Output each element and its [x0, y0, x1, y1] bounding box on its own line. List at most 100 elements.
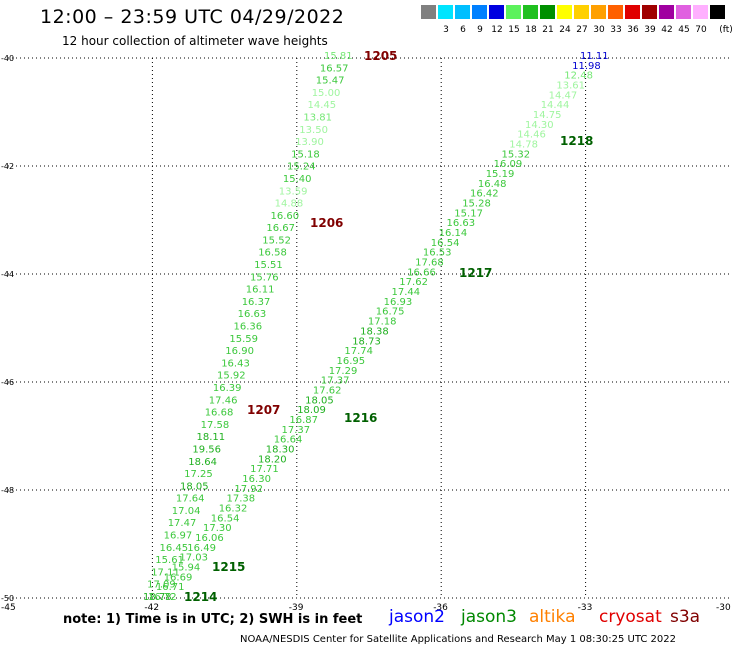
swh-value: 17.03 — [179, 553, 208, 564]
swh-value: 14.44 — [541, 100, 570, 111]
swh-value: 18.38 — [360, 326, 389, 337]
swh-value: 16.57 — [320, 63, 349, 74]
swh-value: 14.45 — [308, 100, 337, 111]
legend-swatch — [489, 5, 504, 19]
swh-value: 18.05 — [305, 395, 334, 406]
lat-tick-label: -46 — [1, 378, 14, 387]
swh-value: 17.64 — [176, 494, 205, 505]
satellite-name: altika — [529, 607, 576, 627]
swh-value: 18.30 — [266, 445, 295, 456]
swh-value: 18.73 — [352, 336, 381, 347]
swh-value: 14.88 — [275, 199, 304, 210]
swh-value: 16.32 — [219, 504, 248, 515]
legend-swatch — [574, 5, 589, 19]
swh-value: 17.18 — [368, 317, 397, 328]
legend-label: 39 — [644, 25, 656, 35]
page-title: 12:00 – 23:59 UTC 04/29/2022 — [40, 6, 345, 28]
swh-value: 17.68 — [415, 258, 444, 269]
swh-value: 15.19 — [486, 169, 515, 180]
swh-value: 14.47 — [549, 90, 578, 101]
lon-tick-label: -39 — [289, 603, 304, 613]
swh-value: 11.98 — [572, 61, 601, 72]
swh-value: 16.69 — [164, 572, 193, 583]
pass-number-label: 1207 — [247, 403, 280, 417]
legend-swatch — [591, 5, 606, 19]
swh-value: 16.53 — [423, 248, 452, 259]
swh-value: 15.18 — [291, 149, 320, 160]
swh-value: 17.29 — [329, 366, 358, 377]
grid-layer — [8, 57, 730, 599]
swh-value: 16.87 — [289, 415, 318, 426]
swh-value: 16.58 — [258, 248, 287, 259]
lat-tick-label: -44 — [1, 270, 14, 279]
lon-tick-label: -30 — [716, 603, 731, 613]
legend-label: 42 — [661, 25, 673, 35]
swh-value: 16.36 — [234, 322, 263, 333]
swh-value: 16.97 — [164, 531, 193, 542]
swh-value: 17.71 — [250, 464, 279, 475]
swh-value: 17.04 — [172, 506, 201, 517]
swh-value: 16.63 — [447, 218, 476, 229]
legend-label: 30 — [593, 25, 605, 35]
swh-value: 15.00 — [312, 88, 341, 99]
legend-swatch — [676, 5, 691, 19]
swh-value: 16.42 — [470, 189, 499, 200]
swh-value: 11.11 — [580, 51, 609, 62]
pass-number-label: 1205 — [364, 49, 397, 63]
legend-swatch — [608, 5, 623, 19]
swh-value: 17.11 — [151, 567, 180, 578]
swh-value: 17.58 — [201, 420, 230, 431]
swh-value: 15.32 — [502, 149, 531, 160]
lat-tick-label: -40 — [1, 54, 14, 63]
swh-value: 12.48 — [564, 71, 593, 82]
swh-value: 18.05 — [180, 481, 209, 492]
swh-value: 16.60 — [271, 211, 300, 222]
swh-value: 15.81 — [324, 51, 353, 62]
swh-value: 14.75 — [533, 110, 562, 121]
swh-value: 17.30 — [203, 523, 232, 534]
swh-value: 14.46 — [517, 130, 546, 141]
swh-value: 15.59 — [229, 334, 258, 345]
legend-label: 36 — [627, 25, 639, 35]
swh-value: 16.95 — [337, 356, 366, 367]
swh-value: 17.62 — [313, 385, 342, 396]
swh-value: 14.30 — [525, 120, 554, 131]
lon-tick-label: -36 — [433, 603, 448, 613]
legend-label: 27 — [576, 25, 588, 35]
swh-value: 17.46 — [209, 395, 238, 406]
swh-value: 16.75 — [376, 307, 405, 318]
swh-value: 16.68 — [205, 408, 234, 419]
swh-value: 16.09 — [494, 159, 523, 170]
swh-value: 16.45 — [160, 543, 189, 554]
legend-swatch — [523, 5, 538, 19]
pass-number-label: 1214 — [184, 590, 217, 604]
swh-value: 13.90 — [295, 137, 324, 148]
swh-value: 16.72 — [148, 592, 177, 603]
legend-swatch — [693, 5, 708, 19]
lat-tick-label: -50 — [1, 594, 14, 603]
swh-value: 13.59 — [279, 186, 308, 197]
legend-unit: (ft) — [719, 25, 733, 35]
legend-label: 6 — [460, 25, 466, 35]
swh-value: 17.62 — [399, 277, 428, 288]
swh-value: 16.39 — [213, 383, 242, 394]
lat-tick-label: -48 — [1, 486, 14, 495]
swh-value: 15.51 — [254, 260, 283, 271]
swh-value: 16.11 — [246, 285, 275, 296]
swh-value: 17.38 — [227, 494, 256, 505]
swh-value: 15.47 — [316, 76, 345, 87]
swh-value: 16.14 — [439, 228, 468, 239]
swh-value: 17.92 — [234, 484, 263, 495]
footer-credit: NOAA/NESDIS Center for Satellite Applica… — [240, 634, 676, 645]
pass-number-label: 1217 — [459, 266, 492, 280]
pass-labels: 1205 1206 1207 1218 1217 1216 1215 1214 — [184, 49, 593, 604]
satellite-name: jason3 — [461, 607, 517, 627]
satellite-name: jason2 — [389, 607, 445, 627]
legend-swatch — [455, 5, 470, 19]
swh-value: 13.61 — [556, 81, 585, 92]
swh-value: 15.24 — [287, 162, 316, 173]
swh-value: 19.56 — [192, 445, 221, 456]
swh-value: 18.11 — [197, 432, 226, 443]
